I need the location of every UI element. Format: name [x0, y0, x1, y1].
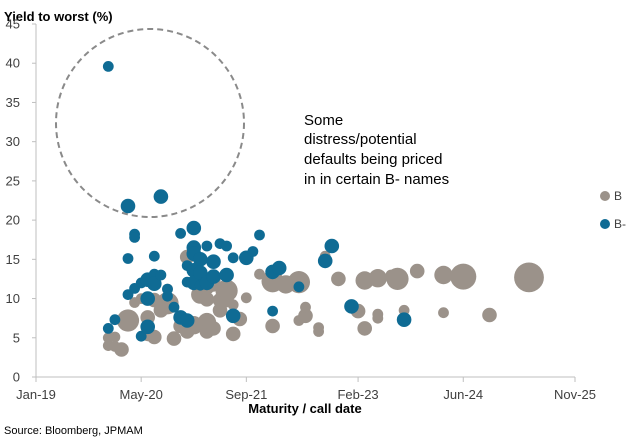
- legend: B B-: [600, 189, 626, 231]
- data-point-b-minus: [396, 312, 412, 328]
- data-point-b-minus: [135, 330, 147, 342]
- data-point-b-minus: [186, 220, 202, 236]
- data-point-b: [298, 308, 313, 324]
- data-point-b-minus: [227, 252, 239, 264]
- data-point-b-minus: [175, 228, 187, 239]
- data-point-b: [227, 299, 239, 311]
- source-note: Source: Bloomberg, JPMAM: [4, 425, 143, 437]
- data-point-b-minus: [122, 253, 134, 264]
- data-point-b-minus: [102, 61, 114, 72]
- y-tick-label: 40: [6, 56, 20, 71]
- x-tick-label: Feb-23: [337, 387, 378, 402]
- data-point-b: [514, 262, 544, 293]
- legend-label-b: B: [614, 189, 622, 203]
- data-point-b-minus: [293, 281, 305, 293]
- data-point-b: [331, 271, 346, 287]
- data-point-b-minus: [153, 189, 169, 204]
- legend-marker-b: [600, 191, 610, 201]
- data-point-b-minus: [271, 260, 287, 276]
- data-point-b-minus: [247, 246, 259, 257]
- legend-marker-b-minus: [600, 219, 610, 229]
- data-point-b: [313, 322, 324, 333]
- data-point-b: [265, 318, 280, 334]
- data-point-b-minus: [168, 301, 180, 313]
- data-point-b-minus: [162, 283, 173, 295]
- y-axis-ticks: 0 5 10 15 20 25 30 35 40 45: [6, 17, 36, 385]
- data-point-b: [300, 301, 311, 313]
- data-point-b-minus: [155, 269, 167, 281]
- data-point-b-minus: [206, 269, 221, 284]
- data-point-b: [368, 269, 387, 288]
- y-tick-label: 5: [13, 330, 20, 345]
- data-point-b-minus: [221, 240, 233, 252]
- data-point-b-minus: [120, 198, 136, 214]
- data-point-b: [206, 321, 221, 336]
- y-tick-label: 0: [13, 370, 20, 385]
- data-point-b-minus: [140, 319, 155, 335]
- annotation-line-3: defaults being priced: [304, 151, 442, 168]
- data-point-b: [482, 307, 497, 323]
- data-point-b-minus: [267, 305, 278, 317]
- data-point-b-minus: [324, 238, 340, 254]
- distress-annotation: Some distress/potential defaults being p…: [304, 112, 449, 188]
- data-point-b-minus: [206, 254, 221, 269]
- data-points: [102, 61, 544, 357]
- data-point-b-minus: [201, 240, 213, 252]
- data-point-b: [438, 307, 449, 319]
- data-point-b: [109, 331, 121, 343]
- data-point-b: [225, 326, 241, 342]
- data-point-b: [357, 321, 373, 336]
- x-tick-label: Sep-21: [225, 387, 267, 402]
- data-point-b-minus: [225, 308, 241, 324]
- data-point-b: [116, 309, 140, 332]
- y-tick-label: 45: [6, 17, 20, 32]
- y-axis-title: Yield to worst (%): [4, 9, 113, 24]
- x-tick-label: Jun-24: [443, 387, 483, 402]
- data-point-b-minus: [344, 299, 359, 314]
- y-tick-label: 20: [6, 213, 20, 228]
- y-tick-label: 15: [6, 252, 20, 267]
- data-point-b: [409, 263, 425, 279]
- data-point-b: [114, 342, 129, 357]
- data-point-b-minus: [193, 251, 208, 267]
- y-tick-label: 30: [6, 134, 20, 149]
- data-point-b-minus: [102, 323, 114, 334]
- data-point-b-minus: [140, 291, 155, 306]
- data-point-b-minus: [179, 313, 195, 328]
- data-point-b-minus: [317, 253, 333, 269]
- data-point-b-minus: [254, 229, 265, 241]
- y-tick-label: 25: [6, 173, 20, 188]
- x-axis-ticks: Jan-19 May-20 Sep-21 Feb-23 Jun-24 Nov-25: [16, 377, 596, 402]
- data-point-b: [254, 268, 265, 280]
- legend-label-b-minus: B-: [614, 217, 626, 231]
- data-point-b-minus: [148, 250, 160, 262]
- y-tick-label: 35: [6, 95, 20, 110]
- data-point-b: [372, 308, 384, 320]
- data-point-b: [166, 331, 182, 346]
- x-tick-label: Jan-19: [16, 387, 56, 402]
- y-tick-label: 10: [6, 291, 20, 306]
- data-point-b: [450, 263, 477, 290]
- x-tick-label: Nov-25: [554, 387, 596, 402]
- data-point-b: [386, 267, 409, 290]
- x-axis-title: Maturity / call date: [248, 401, 361, 416]
- data-point-b-minus: [147, 276, 162, 292]
- distress-highlight-circle: [55, 28, 245, 218]
- x-tick-label: May-20: [119, 387, 162, 402]
- data-point-b-minus: [129, 232, 141, 243]
- annotation-line-1: Some: [304, 112, 343, 129]
- data-point-b-minus: [219, 267, 234, 283]
- data-point-b: [199, 292, 215, 307]
- data-point-b: [240, 292, 252, 304]
- annotation-line-2: distress/potential: [304, 131, 417, 148]
- data-point-b: [434, 265, 453, 285]
- data-point-b-minus: [109, 314, 121, 326]
- annotation-line-4: in in certain B- names: [304, 171, 449, 188]
